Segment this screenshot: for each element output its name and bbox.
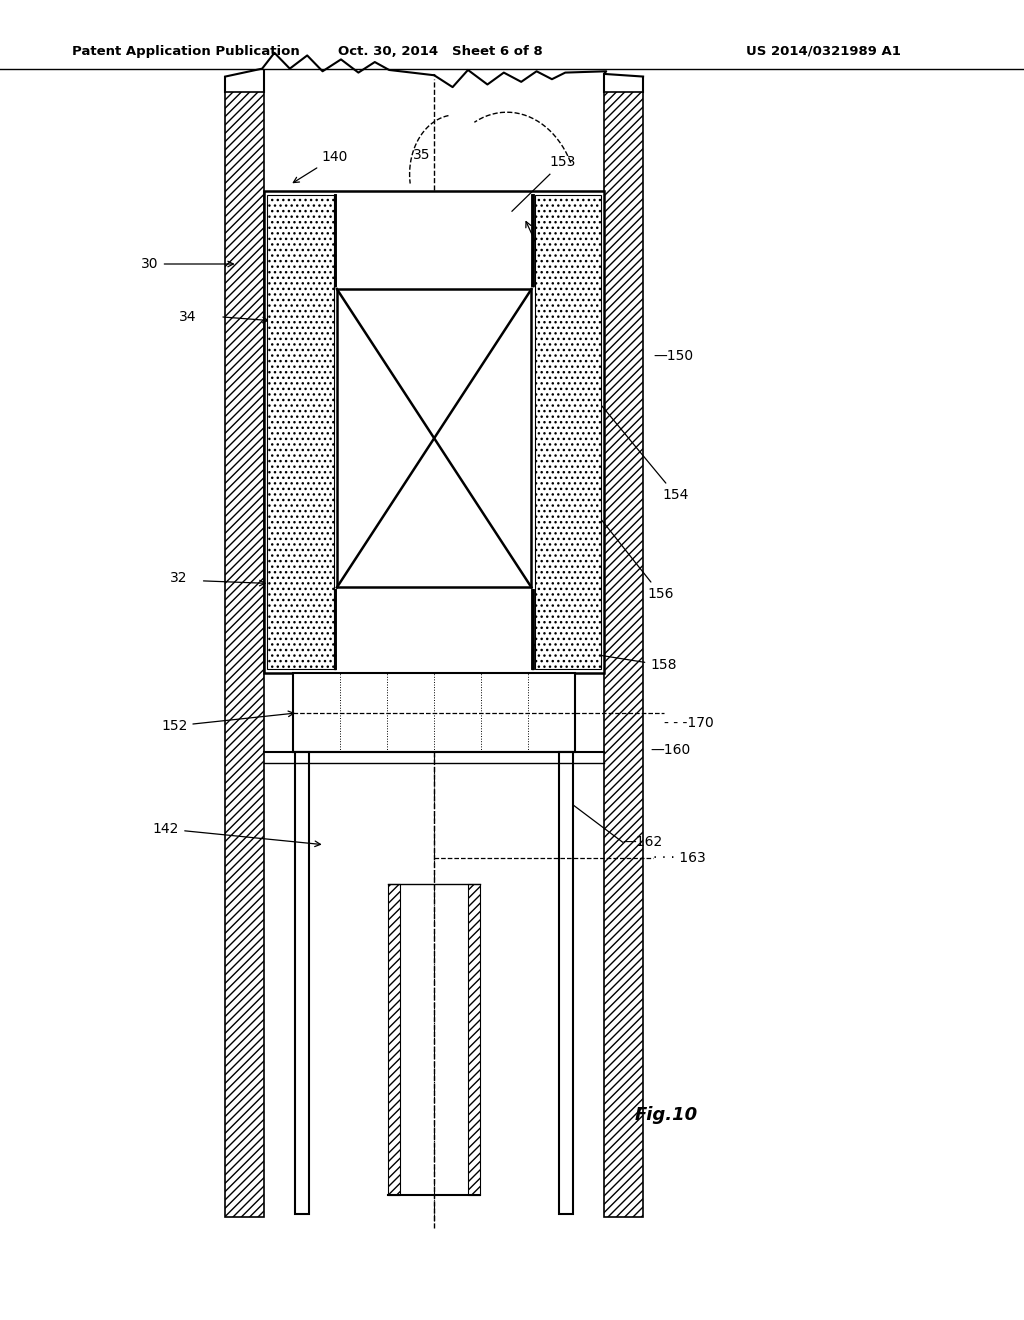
Text: —160: —160 bbox=[650, 743, 690, 756]
Text: 153: 153 bbox=[550, 154, 577, 169]
Text: —150: —150 bbox=[653, 350, 693, 363]
Bar bbox=[335, 195, 336, 286]
Bar bbox=[604, 92, 643, 1217]
Text: Patent Application Publication: Patent Application Publication bbox=[72, 45, 299, 58]
Bar bbox=[335, 590, 336, 669]
Text: 32: 32 bbox=[170, 572, 187, 585]
Text: 158: 158 bbox=[534, 643, 677, 672]
Text: US 2014/0321989 A1: US 2014/0321989 A1 bbox=[746, 45, 901, 58]
Text: 142: 142 bbox=[153, 822, 321, 846]
Text: 154: 154 bbox=[594, 396, 689, 502]
Bar bbox=[468, 884, 480, 1195]
Bar bbox=[559, 752, 573, 1214]
Text: 140: 140 bbox=[293, 149, 348, 182]
Text: 156: 156 bbox=[540, 441, 674, 601]
Bar bbox=[388, 884, 400, 1195]
Text: Fig.10: Fig.10 bbox=[635, 1106, 698, 1125]
Text: —162: —162 bbox=[623, 836, 663, 849]
Text: 34: 34 bbox=[179, 310, 197, 323]
Bar bbox=[225, 92, 264, 1217]
Bar bbox=[293, 673, 575, 752]
Bar bbox=[295, 752, 309, 1214]
Text: Oct. 30, 2014   Sheet 6 of 8: Oct. 30, 2014 Sheet 6 of 8 bbox=[338, 45, 543, 58]
Text: 30: 30 bbox=[141, 257, 233, 271]
Text: 152: 152 bbox=[161, 711, 294, 733]
Bar bbox=[337, 289, 531, 587]
Text: 158: 158 bbox=[526, 222, 585, 326]
Text: - - -170: - - -170 bbox=[664, 717, 714, 730]
Bar bbox=[535, 195, 601, 669]
Bar bbox=[532, 590, 534, 669]
Bar bbox=[532, 195, 534, 286]
Bar bbox=[267, 195, 334, 669]
Text: · · · 163: · · · 163 bbox=[653, 851, 707, 865]
Bar bbox=[264, 191, 604, 673]
Text: 35: 35 bbox=[413, 148, 431, 162]
